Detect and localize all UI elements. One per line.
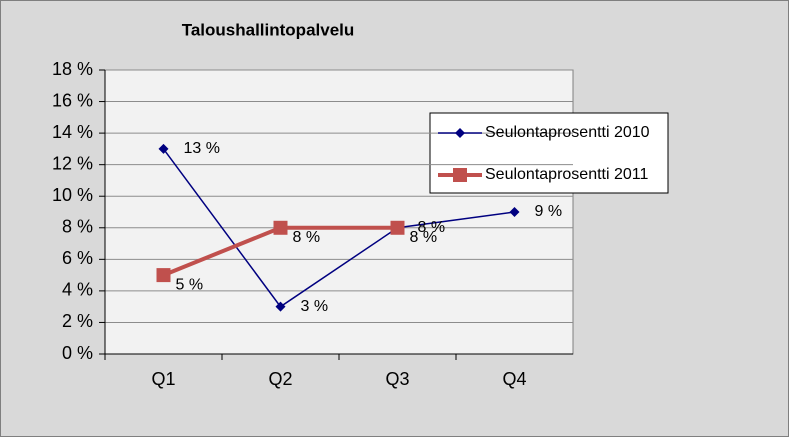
x-tick-label: Q1 bbox=[151, 369, 175, 389]
y-tick-label: 18 % bbox=[52, 59, 93, 79]
y-tick-label: 14 % bbox=[52, 122, 93, 142]
x-tick-label: Q2 bbox=[268, 369, 292, 389]
y-tick-label: 6 % bbox=[62, 248, 93, 268]
y-tick-label: 4 % bbox=[62, 280, 93, 300]
marker bbox=[453, 168, 467, 182]
data-label: 9 % bbox=[535, 203, 563, 220]
legend-label: Seulontaprosentti 2010 bbox=[485, 124, 650, 141]
legend-label: Seulontaprosentti 2011 bbox=[485, 166, 648, 183]
data-label: 13 % bbox=[184, 140, 220, 157]
marker bbox=[455, 128, 465, 138]
data-label: 8 % bbox=[418, 219, 446, 236]
y-tick-label: 8 % bbox=[62, 217, 93, 237]
marker bbox=[156, 268, 171, 283]
marker bbox=[390, 220, 405, 235]
x-tick-label: Q4 bbox=[502, 369, 526, 389]
data-label: 8 % bbox=[293, 229, 321, 246]
y-tick-label: 2 % bbox=[62, 311, 93, 331]
series-line bbox=[162, 148, 515, 308]
marker bbox=[275, 301, 286, 312]
data-label: 3 % bbox=[301, 298, 329, 315]
marker bbox=[158, 143, 169, 154]
y-tick-label: 16 % bbox=[52, 90, 93, 110]
data-label: 8 % bbox=[410, 229, 438, 246]
x-tick-label: Q3 bbox=[385, 369, 409, 389]
chart-title: Taloushallintopalvelu bbox=[182, 20, 355, 39]
y-tick-label: 12 % bbox=[52, 153, 93, 173]
data-label: 5 % bbox=[176, 276, 204, 293]
marker bbox=[273, 220, 288, 235]
y-tick-label: 0 % bbox=[62, 343, 93, 363]
y-tick-label: 10 % bbox=[52, 185, 93, 205]
legend bbox=[429, 112, 669, 194]
marker bbox=[509, 207, 520, 217]
